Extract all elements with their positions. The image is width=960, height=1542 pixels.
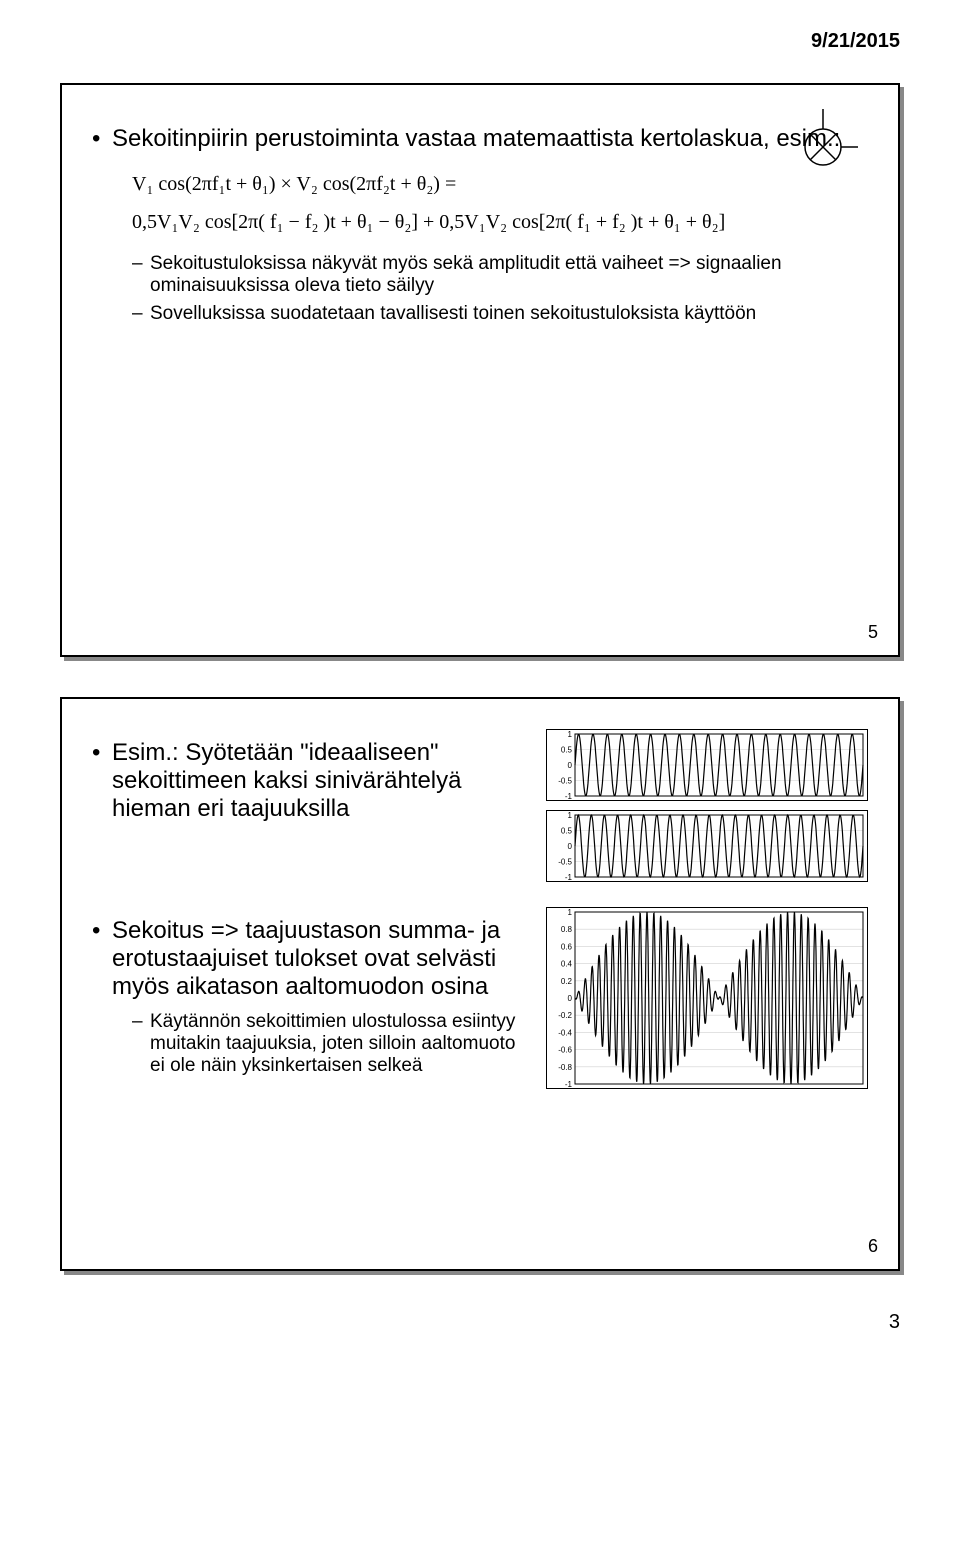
page-number: 3 [0,1311,960,1364]
svg-text:1: 1 [568,811,573,820]
svg-text:0.2: 0.2 [561,977,573,986]
slide1-sub2: – Sovelluksissa suodatetaan tavallisesti… [132,303,868,325]
bottom-waveform: 1 0.8 0.6 0.4 0.2 0 -0.2 -0.4 -0.6 -0.8 -1 [546,907,868,1094]
slide2-top-text: • Esim.: Syötetään "ideaaliseen" sekoitt… [92,729,531,833]
svg-text:0.8: 0.8 [561,925,573,934]
svg-text:-0.8: -0.8 [558,1063,572,1072]
slide1-sub1-text: Sekoitustuloksissa näkyvät myös sekä amp… [150,253,868,297]
svg-text:-0.6: -0.6 [558,1046,572,1055]
dash-icon: – [132,1011,150,1077]
bullet-dot-icon: • [92,739,112,823]
slide2-bottom-bullet: • Sekoitus => taajuustason summa- ja ero… [92,917,531,1001]
svg-text:0.5: 0.5 [561,746,573,755]
page-date: 9/21/2015 [0,0,960,63]
svg-text:0: 0 [568,842,573,851]
beat-wave: 1 0.8 0.6 0.4 0.2 0 -0.2 -0.4 -0.6 -0.8 -1 [546,907,868,1089]
slide1-number: 5 [868,622,878,643]
svg-text:-0.5: -0.5 [558,858,572,867]
svg-text:1: 1 [568,730,573,739]
slide2-bottom-sub-text: Käytännön sekoittimien ulostulossa esiin… [150,1011,531,1077]
slide2-number: 6 [868,1236,878,1257]
svg-text:-0.5: -0.5 [558,777,572,786]
slide1-sub2-text: Sovelluksissa suodatetaan tavallisesti t… [150,303,756,325]
sine-wave-1: 1 0.5 0 -0.5 -1 [546,729,868,801]
svg-text:0.6: 0.6 [561,942,573,951]
svg-text:0: 0 [568,994,573,1003]
svg-text:-1: -1 [565,873,573,882]
svg-text:0.5: 0.5 [561,827,573,836]
mixer-icon [788,105,858,180]
slide2-top-bullet: • Esim.: Syötetään "ideaaliseen" sekoitt… [92,739,531,823]
bullet-dot-icon: • [92,125,112,153]
dash-icon: – [132,303,150,325]
slide2-bottom-row: • Sekoitus => taajuustason summa- ja ero… [92,907,868,1094]
dash-icon: – [132,253,150,297]
slide2-bottom-bullet-text: Sekoitus => taajuustason summa- ja erotu… [112,917,531,1001]
slide1-bullet-text: Sekoitinpiirin perustoiminta vastaa mate… [112,125,840,153]
slide1-sub1: – Sekoitustuloksissa näkyvät myös sekä a… [132,253,868,297]
sine-wave-2: 1 0.5 0 -0.5 -1 [546,810,868,882]
bullet-dot-icon: • [92,917,112,1001]
top-waveform-stack: 1 0.5 0 -0.5 -1 1 0.5 0 -0.5 -1 [546,729,868,887]
svg-text:0.4: 0.4 [561,960,573,969]
svg-text:-1: -1 [565,1080,573,1089]
slide-2: • Esim.: Syötetään "ideaaliseen" sekoitt… [60,697,900,1271]
slide-1: • Sekoitinpiirin perustoiminta vastaa ma… [60,83,900,657]
slide2-top-bullet-text: Esim.: Syötetään "ideaaliseen" sekoittim… [112,739,531,823]
slide1-bullet: • Sekoitinpiirin perustoiminta vastaa ma… [92,125,868,153]
math-expression: V₁ cos(2πf₁t + θ₁) × V₂ cos(2πf₂t + θ₂) … [132,165,868,241]
svg-text:1: 1 [568,908,573,917]
slide2-top-row: • Esim.: Syötetään "ideaaliseen" sekoitt… [92,729,868,887]
svg-text:-1: -1 [565,792,573,801]
svg-text:0: 0 [568,761,573,770]
slide2-bottom-sub: – Käytännön sekoittimien ulostulossa esi… [132,1011,531,1077]
math-line-1: V₁ cos(2πf₁t + θ₁) × V₂ cos(2πf₂t + θ₂) … [132,165,868,203]
math-line-2: 0,5V₁V₂ cos[2π( f₁ − f₂ )t + θ₁ − θ₂] + … [132,203,868,241]
slide2-bottom-text: • Sekoitus => taajuustason summa- ja ero… [92,907,531,1083]
svg-text:-0.2: -0.2 [558,1011,572,1020]
svg-text:-0.4: -0.4 [558,1028,572,1037]
